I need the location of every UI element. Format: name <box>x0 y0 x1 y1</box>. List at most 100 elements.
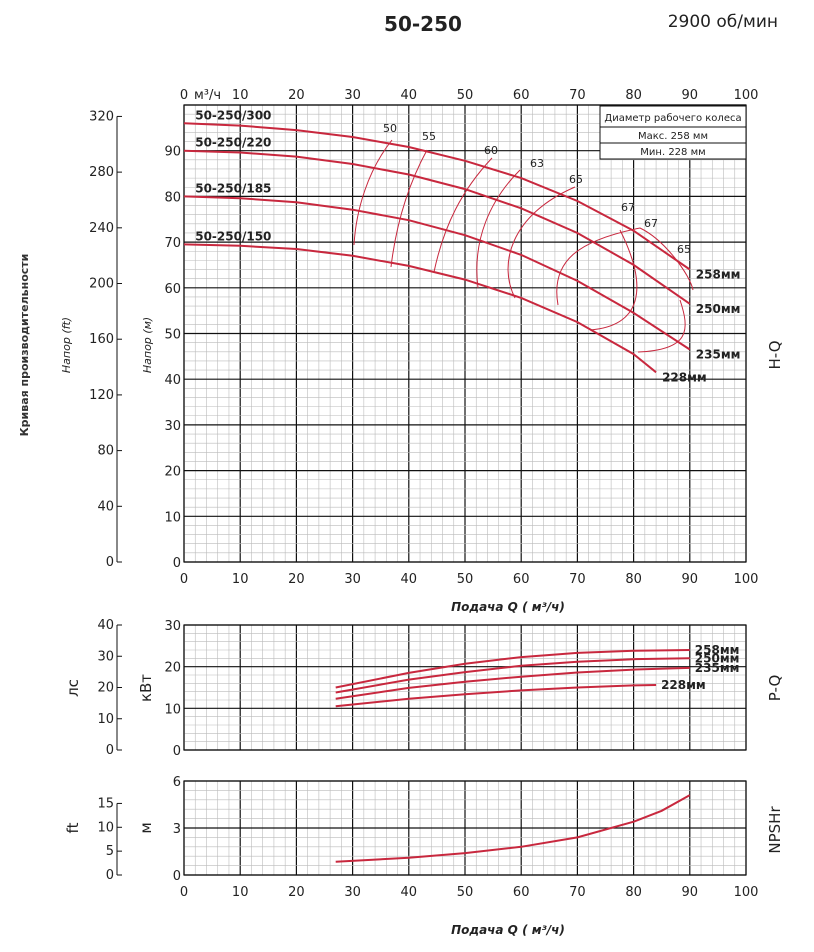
efficiency-contour <box>353 139 393 246</box>
hq-ft-tick-label: 40 <box>97 499 114 514</box>
hq-x-tick-label: 0 <box>180 572 188 587</box>
npsh-x-axis-label: Подача Q ( м³/ч) <box>451 923 565 937</box>
hq-top-tick-label: 0 <box>180 88 188 103</box>
hq-x-tick-label: 80 <box>625 572 642 587</box>
npsh-x-tick-label: 10 <box>232 885 249 900</box>
hq-top-tick-label: 10 <box>232 88 249 103</box>
pq-curve-235мм <box>335 666 690 700</box>
hq-top-tick-label: 20 <box>288 88 305 103</box>
pq-curve-label: 258мм <box>695 643 740 657</box>
legend-title: Диаметр рабочего колеса <box>604 113 741 124</box>
efficiency-label: 67 <box>621 201 635 214</box>
pq-curve-label: 250мм <box>695 651 740 665</box>
hq-x-tick-label: 30 <box>344 572 361 587</box>
efficiency-label: 65 <box>677 243 691 256</box>
hq-model-label: 50-250/220 <box>195 136 271 150</box>
npsh-ylabel-right: м <box>137 822 155 833</box>
hq-curve-label: 228мм <box>662 370 707 384</box>
efficiency-label: 63 <box>530 157 544 170</box>
npsh-y-tick-label: 3 <box>173 822 181 837</box>
hq-x-tick-label: 70 <box>569 572 586 587</box>
npsh-x-tick-label: 40 <box>401 885 418 900</box>
npsh-curve <box>335 794 691 863</box>
efficiency-label: 60 <box>484 144 498 157</box>
efficiency-contour <box>390 149 428 268</box>
hq-ft-tick-label: 0 <box>106 555 114 570</box>
pq-frame <box>183 624 747 751</box>
npsh-ft-tick-label: 10 <box>97 820 114 835</box>
npsh-x-tick-label: 60 <box>513 885 530 900</box>
hq-top-tick-label: 90 <box>682 88 699 103</box>
pq-hp-tick-label: 30 <box>97 649 114 664</box>
hq-curve-228мм <box>183 243 657 374</box>
hq-x-tick-label: 60 <box>513 572 530 587</box>
hq-x-axis-label: Подача Q ( м³/ч) <box>451 600 565 614</box>
hq-x-tick-label: 40 <box>401 572 418 587</box>
hq-top-tick-label: 40 <box>401 88 418 103</box>
hq-top-tick-label: 60 <box>513 88 530 103</box>
efficiency-label: 67 <box>644 217 658 230</box>
hq-y-tick-label: 80 <box>164 190 181 205</box>
hq-y-tick-label: 30 <box>164 419 181 434</box>
hq-model-label: 50-250/300 <box>195 108 271 122</box>
hq-y-tick-label: 40 <box>164 373 181 388</box>
hq-ft-tick-label: 160 <box>89 332 114 347</box>
efficiency-contour <box>433 157 493 273</box>
npsh-ft-tick-label: 0 <box>106 868 114 883</box>
npsh-x-tick-label: 20 <box>288 885 305 900</box>
pq-curve-258мм <box>335 649 690 689</box>
hq-top-tick-label: 50 <box>457 88 474 103</box>
hq-ylabel-right: Напор (м) <box>141 317 154 373</box>
legend-min: Мин. 228 мм <box>640 147 705 158</box>
hq-curve-250мм <box>183 149 691 305</box>
efficiency-contour <box>476 169 521 289</box>
pq-side-label: P-Q <box>766 675 784 701</box>
hq-top-tick-label: 100 <box>734 88 759 103</box>
npsh-ft-tick-label: 5 <box>106 844 114 859</box>
pq-ylabel-left: лс <box>64 679 82 697</box>
hq-ft-tick-label: 200 <box>89 277 114 292</box>
hq-curve-label: 258мм <box>696 268 741 282</box>
hq-x-tick-label: 90 <box>682 572 699 587</box>
pq-curve-250мм <box>335 657 690 694</box>
efficiency-label: 50 <box>383 122 397 135</box>
hq-y-tick-label: 90 <box>164 145 181 160</box>
hq-y-tick-label: 0 <box>173 556 181 571</box>
hq-top-tick-label: 30 <box>344 88 361 103</box>
speed-label: 2900 об/мин <box>668 12 778 32</box>
hq-x-tick-label: 20 <box>288 572 305 587</box>
pq-hp-tick-label: 40 <box>97 618 114 633</box>
hq-ylabel-left: Напор (ft) <box>60 317 73 373</box>
pq-y-tick-label: 0 <box>173 744 181 759</box>
hq-curve-label: 235мм <box>696 347 741 361</box>
npsh-ylabel-left: ft <box>64 822 82 833</box>
hq-ft-tick-label: 280 <box>89 165 114 180</box>
hq-y-tick-label: 20 <box>164 465 181 480</box>
hq-model-label: 50-250/150 <box>195 229 271 243</box>
pq-hp-tick-label: 10 <box>97 712 114 727</box>
hq-frame <box>183 104 747 563</box>
hq-model-label: 50-250/185 <box>195 181 271 195</box>
npsh-frame <box>183 780 747 876</box>
npsh-x-tick-label: 80 <box>625 885 642 900</box>
hq-ft-tick-label: 240 <box>89 221 114 236</box>
npsh-x-tick-label: 90 <box>682 885 699 900</box>
top-axis-unit: м³/ч <box>194 88 221 103</box>
pq-hp-tick-label: 0 <box>106 743 114 758</box>
hq-side-label: H-Q <box>766 340 784 369</box>
hq-ft-tick-label: 80 <box>97 444 114 459</box>
legend-max: Макс. 258 мм <box>638 131 708 142</box>
hq-ft-tick-label: 320 <box>89 109 114 124</box>
legend-box <box>599 105 747 160</box>
npsh-y-tick-label: 0 <box>173 869 181 884</box>
pq-curve-label: 235мм <box>695 661 740 675</box>
pq-y-tick-label: 30 <box>164 619 181 634</box>
npsh-ft-tick-label: 15 <box>97 796 114 811</box>
pq-y-tick-label: 10 <box>164 702 181 717</box>
hq-y-tick-label: 60 <box>164 282 181 297</box>
hq-y-tick-label: 70 <box>164 236 181 251</box>
npsh-x-tick-label: 50 <box>457 885 474 900</box>
hq-curve-235мм <box>183 195 691 351</box>
npsh-y-tick-label: 6 <box>173 775 181 790</box>
